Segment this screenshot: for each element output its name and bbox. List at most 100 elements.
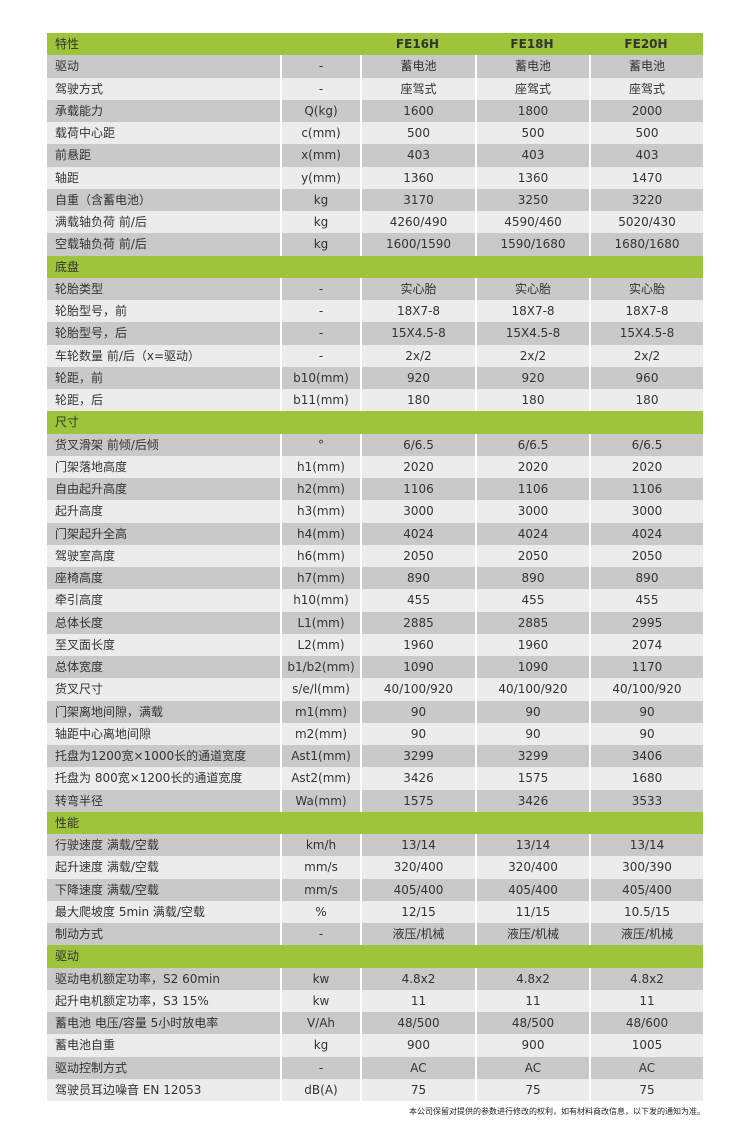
table-row: 轮距，后 b11(mm) 180 180 180 bbox=[47, 389, 703, 412]
value-fe20h: 1106 bbox=[589, 478, 703, 501]
model-name bbox=[589, 411, 703, 433]
value-fe20h: 2995 bbox=[589, 611, 703, 634]
spec-label: 最大爬坡度 5min 满载/空载 bbox=[55, 904, 205, 919]
table-row: 货叉尺寸 s/e/l(mm) 40/100/920 40/100/920 40/100/… bbox=[47, 678, 703, 701]
spec-label: 门架起升全高 bbox=[55, 526, 128, 541]
spec-unit: kg bbox=[280, 1034, 360, 1057]
spec-unit: m1(mm) bbox=[280, 700, 360, 723]
spec-label: 起升电机额定功率，S3 15% bbox=[55, 993, 209, 1008]
value-fe20h: 2000 bbox=[589, 99, 703, 122]
spec-unit: h3(mm) bbox=[280, 500, 360, 523]
spec-unit: mm/s bbox=[280, 856, 360, 879]
spec-label: 空载轴负荷 前/后 bbox=[55, 237, 147, 252]
value-fe16h: 920 bbox=[360, 366, 475, 389]
value-fe16h: 实心胎 bbox=[360, 277, 475, 300]
section-header: 特性 FE16H FE18H FE20H bbox=[47, 33, 703, 56]
value-fe20h: 蓄电池 bbox=[589, 55, 703, 78]
value-fe16h: 1960 bbox=[360, 633, 475, 656]
spec-label: 满载轴负荷 前/后 bbox=[55, 215, 147, 229]
spec-unit: % bbox=[280, 900, 360, 923]
value-fe16h: 2050 bbox=[360, 544, 475, 567]
value-fe16h: 75 bbox=[360, 1078, 475, 1101]
table-row: 驾驶室高度 h6(mm) 2050 2050 2050 bbox=[47, 544, 703, 567]
model-name: FE18H bbox=[510, 37, 554, 51]
value-fe18h: 3426 bbox=[475, 789, 589, 812]
value-fe18h: 920 bbox=[475, 366, 589, 389]
spec-label: 轮胎型号，后 bbox=[55, 326, 128, 341]
spec-unit: kg bbox=[280, 188, 360, 211]
spec-label: 门架落地高度 bbox=[55, 459, 128, 474]
value-fe16h: 455 bbox=[360, 589, 475, 612]
model-name bbox=[589, 812, 703, 834]
value-fe20h: 1005 bbox=[589, 1034, 703, 1057]
spec-label: 托盘为 800宽×1200长的通道宽度 bbox=[55, 771, 243, 786]
value-fe20h: 座驾式 bbox=[589, 77, 703, 100]
value-fe16h: 液压/机械 bbox=[360, 923, 475, 946]
value-fe18h: 1960 bbox=[475, 633, 589, 656]
spec-label: 轮距，后 bbox=[55, 393, 104, 407]
spec-label: 转弯半径 bbox=[55, 793, 104, 808]
model-name bbox=[360, 812, 475, 834]
model-name bbox=[360, 256, 475, 278]
model-name bbox=[589, 256, 703, 278]
model-name bbox=[475, 411, 589, 433]
value-fe16h: 2885 bbox=[360, 611, 475, 634]
section-title: 尺寸 bbox=[55, 415, 80, 430]
value-fe16h: AC bbox=[360, 1056, 475, 1079]
value-fe18h: 3250 bbox=[475, 188, 589, 211]
value-fe20h: 48/600 bbox=[589, 1012, 703, 1035]
table-row: 总体长度 L1(mm) 2885 2885 2995 bbox=[47, 611, 703, 634]
spec-unit: L1(mm) bbox=[280, 611, 360, 634]
value-fe18h: 18X7-8 bbox=[475, 300, 589, 323]
spec-unit: h7(mm) bbox=[280, 567, 360, 590]
value-fe16h: 1575 bbox=[360, 789, 475, 812]
value-fe20h: 300/390 bbox=[589, 856, 703, 879]
spec-unit: - bbox=[280, 77, 360, 100]
value-fe20h: 90 bbox=[589, 722, 703, 745]
spec-unit: b10(mm) bbox=[280, 366, 360, 389]
value-fe20h: 2074 bbox=[589, 633, 703, 656]
value-fe16h: 48/500 bbox=[360, 1012, 475, 1035]
value-fe20h: 6/6.5 bbox=[589, 433, 703, 456]
value-fe16h: 11 bbox=[360, 989, 475, 1012]
spec-label: 轮胎型号，前 bbox=[55, 304, 128, 318]
spec-unit: b11(mm) bbox=[280, 389, 360, 412]
section-header: 驱动 bbox=[47, 945, 703, 968]
spec-unit: ° bbox=[280, 433, 360, 456]
table-row: 起升电机额定功率，S3 15% kw 11 11 11 bbox=[47, 989, 703, 1012]
value-fe20h: 15X4.5-8 bbox=[589, 322, 703, 345]
value-fe16h: 90 bbox=[360, 700, 475, 723]
value-fe18h: 15X4.5-8 bbox=[475, 322, 589, 345]
table-row: 托盘为 800宽×1200长的通道宽度 Ast2(mm) 3426 1575 1680 bbox=[47, 767, 703, 790]
table-row: 起升高度 h3(mm) 3000 3000 3000 bbox=[47, 500, 703, 523]
table-row: 轴距 y(mm) 1360 1360 1470 bbox=[47, 166, 703, 189]
value-fe18h: 405/400 bbox=[475, 878, 589, 901]
table-row: 轮胎型号，前 -18X7-8 18X7-8 18X7-8 bbox=[47, 300, 703, 323]
value-fe18h: 3299 bbox=[475, 745, 589, 768]
spec-label: 起升高度 bbox=[55, 504, 104, 519]
value-fe20h: 1680/1680 bbox=[589, 233, 703, 256]
spec-label: 座椅高度 bbox=[55, 571, 104, 585]
value-fe16h: 1106 bbox=[360, 478, 475, 501]
table-row: 自由起升高度 h2(mm) 1106 1106 1106 bbox=[47, 478, 703, 501]
value-fe16h: 1360 bbox=[360, 166, 475, 189]
spec-label: 门架离地间隙，满载 bbox=[55, 704, 164, 719]
value-fe20h: 3406 bbox=[589, 745, 703, 768]
spec-unit: b1/b2(mm) bbox=[280, 656, 360, 679]
table-row: 座椅高度 h7(mm) 890 890 890 bbox=[47, 567, 703, 590]
value-fe20h: 3000 bbox=[589, 500, 703, 523]
value-fe18h: 403 bbox=[475, 144, 589, 167]
value-fe18h: 455 bbox=[475, 589, 589, 612]
spec-label: 至叉面长度 bbox=[55, 637, 116, 652]
spec-unit: Wa(mm) bbox=[280, 789, 360, 812]
value-fe18h: 4590/460 bbox=[475, 211, 589, 234]
value-fe16h: 6/6.5 bbox=[360, 433, 475, 456]
table-row: 满载轴负荷 前/后 kg 4260/490 4590/460 5020/430 bbox=[47, 211, 703, 234]
value-fe16h: 40/100/920 bbox=[360, 678, 475, 701]
table-row: 空载轴负荷 前/后 kg 1600/1590 1590/1680 1680/1680 bbox=[47, 233, 703, 256]
section-header: 底盘 bbox=[47, 255, 703, 278]
table-row: 驱动 - 蓄电池 蓄电池 蓄电池 bbox=[47, 55, 703, 78]
spec-label: 自由起升高度 bbox=[55, 482, 128, 496]
value-fe20h: 2050 bbox=[589, 544, 703, 567]
value-fe20h: 5020/430 bbox=[589, 211, 703, 234]
